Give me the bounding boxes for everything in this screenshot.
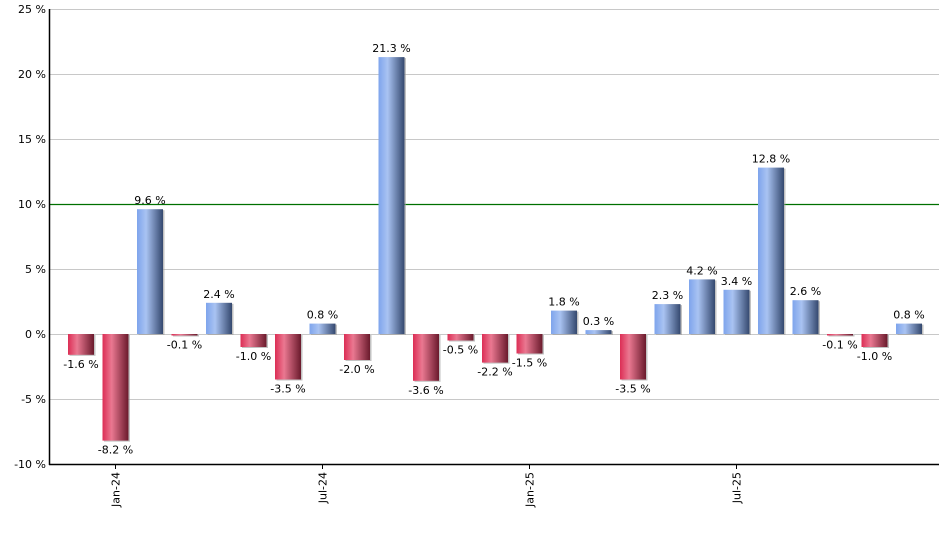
bar-negative (102, 334, 129, 441)
bar-value-label: 1.8 % (548, 296, 579, 309)
bar-value-label: 9.6 % (134, 194, 165, 207)
y-tick-label: -5 % (21, 393, 46, 406)
value-labels: -1.6 % -8.2 % 9.6 % -0.1 % 2.4 % -1.0 % -3.5 %… (63, 42, 924, 457)
x-axis-ticks: Jan-24 Jul-24 Jan-25 Jul-25 (110, 464, 744, 508)
bar-value-label: 2.3 % (652, 289, 683, 302)
bar-value-label: 3.4 % (721, 275, 752, 288)
bar-negative (240, 334, 267, 347)
bar-value-label: 2.6 % (790, 285, 821, 298)
y-tick-label: 10 % (18, 198, 46, 211)
bar-negative (447, 334, 474, 341)
bar-value-label: -0.1 % (167, 339, 202, 352)
bar-value-label: -1.6 % (63, 358, 98, 371)
x-tick-label: Jan-25 (524, 472, 537, 508)
bar-positive (758, 167, 784, 334)
bar-value-label: -1.0 % (236, 350, 271, 363)
axes (48, 9, 939, 466)
bar-value-label: -3.5 % (270, 383, 305, 396)
y-tick-label: 0 % (25, 328, 46, 341)
bar-negative (861, 334, 888, 347)
bar-negative (482, 334, 508, 363)
bar-value-label: 21.3 % (372, 42, 410, 55)
bar-negative (344, 334, 370, 360)
bar-value-label: -3.6 % (408, 384, 443, 397)
bar-positive (378, 57, 405, 334)
bar-negative (827, 334, 853, 336)
bar-positive (551, 310, 577, 334)
bar-negative (275, 334, 301, 380)
bar-positive (585, 330, 612, 334)
y-tick-label: 20 % (18, 68, 46, 81)
bar-value-label: -1.0 % (857, 350, 892, 363)
bar-value-label: -2.2 % (477, 366, 512, 379)
bar-negative (68, 334, 94, 355)
bar-positive (309, 323, 336, 334)
bar-value-label: 0.8 % (893, 309, 924, 322)
bar-value-label: 2.4 % (203, 288, 234, 301)
bar-value-label: -8.2 % (98, 444, 133, 457)
x-tick-label: Jul-25 (731, 472, 744, 504)
bar-value-label: 0.8 % (307, 309, 338, 322)
bar-positive (689, 279, 715, 334)
bar-value-label: 4.2 % (686, 264, 717, 277)
bar-positive (792, 300, 819, 334)
bar-value-label: -0.1 % (822, 339, 857, 352)
y-tick-label: 15 % (18, 133, 46, 146)
bar-value-label: -2.0 % (339, 363, 374, 376)
bars (68, 57, 924, 442)
bar-positive (896, 323, 922, 334)
bar-positive (206, 302, 232, 334)
bar-negative (413, 334, 439, 381)
bar-value-label: -3.5 % (615, 383, 650, 396)
bar-negative (516, 334, 543, 354)
y-tick-label: -10 % (14, 458, 46, 471)
bar-value-label: -1.5 % (512, 357, 547, 370)
bar-value-label: -0.5 % (443, 344, 478, 357)
bar-positive (137, 209, 163, 334)
bar-positive (723, 289, 750, 334)
bar-value-label: 12.8 % (752, 153, 790, 166)
bar-value-label: 0.3 % (583, 315, 614, 328)
bar-negative (620, 334, 646, 380)
bar-positive (654, 304, 681, 334)
y-tick-label: 5 % (25, 263, 46, 276)
y-tick-label: 25 % (18, 3, 46, 16)
y-axis-ticks: 25 % 20 % 15 % 10 % 5 % 0 % -5 % -10 % (14, 3, 46, 471)
x-tick-label: Jan-24 (110, 472, 123, 508)
bar-negative (171, 334, 198, 336)
x-tick-label: Jul-24 (317, 472, 330, 504)
